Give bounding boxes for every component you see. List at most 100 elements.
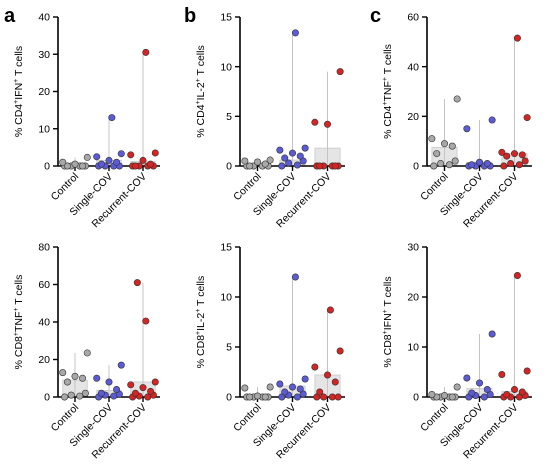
data-point	[437, 160, 445, 168]
data-point	[127, 381, 135, 389]
y-axis-label: % CD4+IFN+ T cells	[13, 46, 25, 137]
y-tick-label: 20	[38, 86, 50, 98]
y-axis-label-part: % CD4	[13, 104, 25, 137]
data-point	[139, 156, 147, 164]
data-point	[451, 157, 459, 165]
data-point	[518, 151, 526, 159]
data-point	[428, 390, 436, 398]
y-axis-label-part: +	[13, 332, 20, 336]
y-tick-label: 30	[407, 242, 419, 254]
data-point	[246, 393, 254, 401]
y-tick-label: 0	[413, 392, 419, 404]
data-point	[445, 161, 453, 169]
data-point	[97, 160, 105, 168]
data-point	[147, 387, 155, 395]
data-point	[281, 388, 289, 396]
data-point	[117, 361, 125, 369]
data-point	[296, 385, 304, 393]
data-point	[113, 385, 121, 393]
data-point	[241, 157, 249, 165]
data-point	[278, 162, 286, 170]
data-point	[323, 120, 331, 128]
data-point	[266, 383, 274, 391]
data-point	[105, 156, 113, 164]
data-point	[433, 150, 441, 158]
data-point	[483, 385, 491, 393]
data-point	[79, 162, 87, 170]
data-point	[288, 149, 296, 157]
data-point	[266, 156, 274, 164]
y-axis-label: % CD8+IFN+ T cells	[382, 276, 394, 367]
data-point	[328, 393, 336, 401]
y-axis-label-part: +	[195, 331, 202, 335]
data-point	[480, 393, 488, 401]
data-point	[316, 162, 324, 170]
y-axis-label-part: IFN	[13, 83, 25, 100]
data-point	[108, 114, 116, 122]
y-tick-label: 20	[407, 292, 419, 304]
y-axis-label-part: TNF	[13, 312, 25, 332]
data-point	[261, 393, 269, 401]
data-point	[63, 162, 71, 170]
y-axis-label-part: +	[382, 330, 389, 334]
y-axis-label-part: T cells	[13, 46, 25, 79]
y-axis-label-part: +	[382, 309, 389, 313]
data-point	[81, 389, 89, 397]
data-point	[453, 95, 461, 103]
y-axis-label-part: IFN	[382, 313, 394, 330]
y-tick-label: 5	[226, 342, 232, 354]
data-point	[483, 160, 491, 168]
y-tick-label: 15	[220, 242, 232, 254]
data-point	[523, 114, 531, 122]
data-point	[246, 162, 254, 170]
y-axis-label-part: % CD8	[13, 336, 25, 369]
data-point	[79, 374, 87, 382]
data-point	[503, 390, 511, 398]
data-point	[488, 116, 496, 124]
y-tick-label: 0	[226, 161, 232, 173]
data-point	[468, 389, 476, 397]
data-point	[475, 158, 483, 166]
y-tick-label: 10	[407, 342, 419, 354]
data-point	[254, 392, 262, 400]
y-axis-label-part: T cells	[195, 276, 207, 309]
y-tick-label: 40	[407, 61, 419, 73]
data-point	[147, 160, 155, 168]
data-point	[61, 393, 69, 401]
data-point	[523, 367, 531, 375]
data-point	[276, 380, 284, 388]
data-point	[291, 29, 299, 37]
y-tick-label: 20	[38, 354, 50, 366]
data-point	[521, 157, 529, 165]
data-point	[83, 153, 91, 161]
data-point	[291, 273, 299, 281]
y-axis-label: % CD8+TNF+ T cells	[13, 275, 25, 370]
panel-letter-c: c	[370, 5, 381, 27]
data-point	[63, 378, 71, 386]
data-point	[131, 162, 139, 170]
data-point	[105, 378, 113, 386]
data-point	[515, 161, 523, 169]
data-point	[117, 150, 125, 158]
data-point	[500, 162, 508, 170]
y-axis-label-part: +	[195, 78, 202, 82]
data-point	[498, 148, 506, 156]
data-point	[293, 161, 301, 169]
y-axis-label-part: +	[195, 100, 202, 104]
chart-panel-4: 020406080ControlSingle-COVRecurrent-COV%…	[13, 242, 160, 461]
data-point	[331, 162, 339, 170]
category-label: Control	[418, 171, 450, 203]
chart-panel-1: 010203040ControlSingle-COVRecurrent-COV%…	[13, 12, 160, 230]
category-label: Control	[231, 171, 263, 203]
data-point	[142, 317, 150, 325]
y-axis-label-part: T cells	[13, 275, 25, 308]
data-point	[83, 349, 91, 357]
y-axis-label-part: % CD8	[382, 334, 394, 367]
data-point	[301, 375, 309, 383]
data-point	[67, 391, 75, 399]
data-point	[513, 34, 521, 42]
data-point	[142, 48, 150, 56]
data-point	[463, 374, 471, 382]
